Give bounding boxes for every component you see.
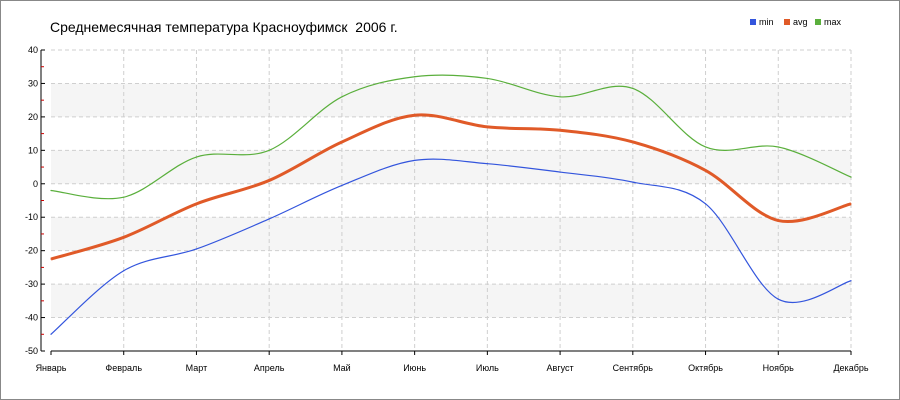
data-point-avg (195, 203, 198, 205)
data-point-min (341, 184, 343, 187)
data-point-avg (341, 141, 343, 143)
data-point-min (195, 248, 198, 250)
data-point-min (777, 298, 779, 300)
data-point-min (704, 203, 707, 205)
legend-swatch-min (750, 19, 756, 25)
data-point-avg (486, 126, 488, 128)
data-point-min (850, 280, 852, 282)
data-point-max (486, 77, 488, 80)
data-point-min (632, 181, 634, 183)
x-tick-label: Январь (36, 363, 67, 373)
legend-label-avg: avg (793, 17, 808, 27)
legend-item-avg: avg (784, 17, 808, 27)
x-tick-label: Август (547, 363, 574, 373)
data-point-avg (268, 179, 270, 182)
x-tick-label: Июнь (403, 363, 426, 373)
x-tick-label: Октябрь (688, 363, 723, 373)
data-point-min (559, 171, 561, 173)
y-tick-label: 10 (28, 145, 38, 155)
legend-item-min: min (750, 17, 774, 27)
legend-item-max: max (815, 17, 841, 27)
data-point-max (632, 87, 634, 90)
series-line-min (50, 158, 852, 335)
data-point-min (123, 270, 125, 272)
grid-band (51, 150, 851, 184)
data-point-avg (50, 258, 52, 260)
data-point-avg (704, 169, 707, 171)
data-point-max (50, 189, 52, 192)
y-tick-label: 30 (28, 78, 38, 88)
x-tick-label: Ноябрь (763, 363, 795, 373)
legend-label-max: max (824, 17, 842, 27)
data-point-max (123, 196, 125, 198)
data-point-max (559, 96, 561, 98)
x-tick-label: Март (186, 363, 208, 373)
data-point-min (50, 333, 52, 335)
data-point-avg (559, 129, 561, 131)
data-point-max (704, 146, 707, 148)
series-line-avg (50, 113, 852, 261)
data-point-avg (777, 219, 779, 222)
legend-swatch-max (815, 19, 821, 25)
x-tick-label: Май (333, 363, 351, 373)
data-point-max (850, 176, 852, 178)
data-point-max (414, 76, 416, 78)
data-point-avg (123, 236, 125, 238)
legend-label-min: min (759, 17, 774, 27)
y-tick-label: -30 (25, 279, 38, 289)
series-line-max (50, 74, 852, 200)
x-tick-label: Апрель (254, 363, 285, 373)
y-tick-label: 40 (28, 45, 38, 55)
data-point-avg (414, 114, 416, 116)
y-tick-label: 20 (28, 112, 38, 122)
y-tick-label: -10 (25, 212, 38, 222)
x-tick-label: Февраль (105, 363, 142, 373)
data-point-min (486, 163, 488, 165)
x-tick-label: Июль (476, 363, 499, 373)
data-point-max (341, 96, 343, 98)
grid-band (51, 284, 851, 318)
grid-band (51, 83, 851, 117)
x-tick-label: Декабрь (833, 363, 868, 373)
legend-swatch-avg (784, 19, 790, 25)
data-point-min (268, 218, 270, 220)
y-tick-label: -50 (25, 346, 38, 356)
data-point-max (195, 156, 198, 158)
data-point-min (414, 159, 416, 161)
y-tick-label: 0 (33, 179, 38, 189)
y-tick-label: -40 (25, 313, 38, 323)
chart-title: Среднемесячная температура Красноуфимск … (50, 19, 398, 35)
data-point-avg (850, 203, 852, 205)
data-point-max (268, 149, 270, 151)
data-point-avg (632, 141, 634, 143)
y-tick-label: -20 (25, 246, 38, 256)
x-tick-label: Сентябрь (613, 363, 654, 373)
grid-band (51, 217, 851, 251)
data-point-max (777, 146, 779, 148)
